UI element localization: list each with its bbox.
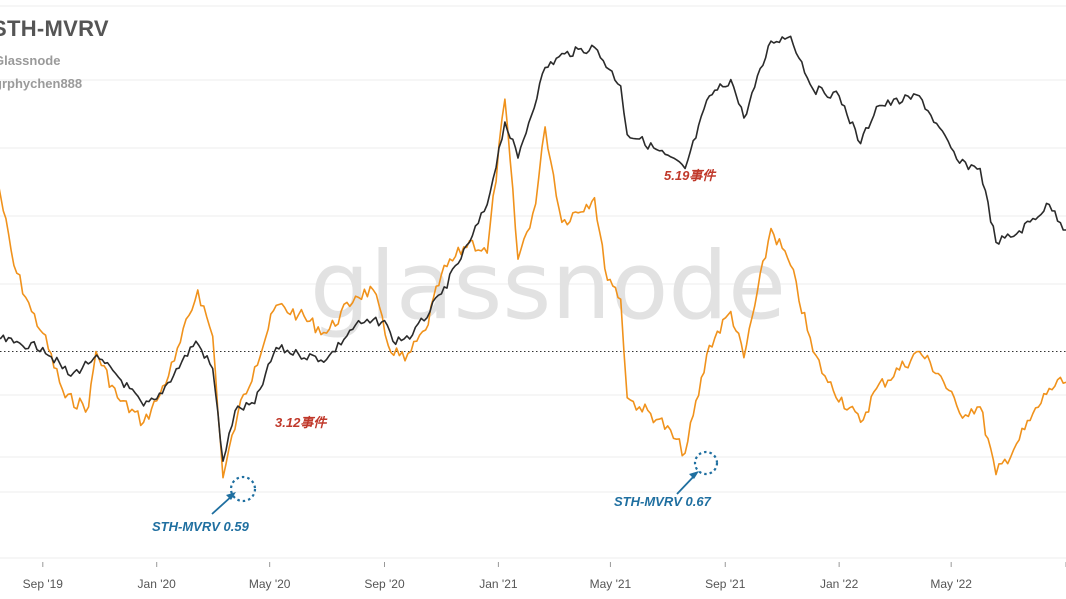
low-circle-1 (229, 475, 257, 503)
x-tick-label: Sep '19 (23, 577, 64, 591)
series-price-line (0, 35, 1066, 462)
series-sth-mvrv-line (0, 98, 1066, 479)
watermark: glassnode (310, 232, 786, 341)
gridlines (0, 5, 1066, 559)
annotation-low-2: STH-MVRV 0.67 (614, 494, 711, 509)
annotation-519-event: 5.19事件 (664, 168, 716, 183)
x-tick-label: May '21 (590, 577, 632, 591)
x-tick-label: Jan '20 (138, 577, 177, 591)
low-arrowhead-1 (226, 492, 236, 500)
source-label: Glassnode (0, 53, 61, 68)
low-circle-2 (693, 450, 719, 476)
low-markers (211, 450, 719, 515)
annotation-312-event: 3.12事件 (275, 415, 327, 430)
annotation-low-1: STH-MVRV 0.59 (152, 519, 249, 534)
chart-title: STH-MVRV (0, 16, 109, 41)
x-tick-label: May '20 (249, 577, 291, 591)
x-tick-label: May '22 (930, 577, 972, 591)
x-tick-label: Sep '20 (364, 577, 405, 591)
x-tick-label: Sep '21 (705, 577, 746, 591)
x-tick-label: Jan '22 (820, 577, 859, 591)
low-arrowhead-2 (689, 471, 699, 479)
author-label: grphychen888 (0, 76, 83, 91)
x-axis: Sep '19 Jan '20 May '20 Sep '20 Jan '21 May '… (23, 562, 1066, 591)
x-tick-label: Jan '21 (479, 577, 518, 591)
